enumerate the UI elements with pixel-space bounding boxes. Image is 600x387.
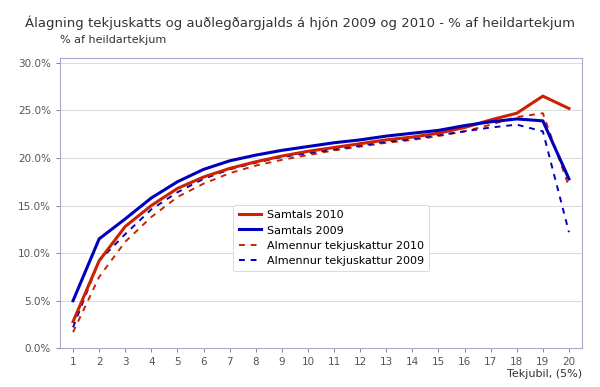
Almennur tekjuskattur 2010 xyxy=(226,171,233,176)
Almennur tekjuskattur 2010 xyxy=(539,111,547,116)
Almennur tekjuskattur 2009 xyxy=(70,325,77,330)
Almennur tekjuskattur 2009 xyxy=(487,125,494,130)
Legend: Samtals 2010, Samtals 2009, Almennur tekjuskattur 2010, Almennur tekjuskattur 20: Samtals 2010, Samtals 2009, Almennur tek… xyxy=(233,205,430,271)
Samtals 2009 xyxy=(70,298,77,303)
Text: % af heildartekjum: % af heildartekjum xyxy=(60,34,166,45)
Almennur tekjuskattur 2010 xyxy=(513,115,520,119)
Almennur tekjuskattur 2009 xyxy=(226,167,233,172)
Almennur tekjuskattur 2009 xyxy=(513,122,520,127)
Samtals 2010 xyxy=(356,141,364,146)
Almennur tekjuskattur 2009 xyxy=(174,190,181,195)
Almennur tekjuskattur 2010 xyxy=(461,129,468,134)
Almennur tekjuskattur 2010 xyxy=(331,148,338,153)
Samtals 2010 xyxy=(409,135,416,139)
Text: Álagning tekjuskatts og auðlegðargjalds á hjón 2009 og 2010 - % af heildartekjum: Álagning tekjuskatts og auðlegðargjalds … xyxy=(25,15,575,30)
Samtals 2009 xyxy=(409,131,416,135)
Samtals 2009 xyxy=(304,144,311,149)
Samtals 2010 xyxy=(513,111,520,116)
Almennur tekjuskattur 2010 xyxy=(487,122,494,127)
Samtals 2010 xyxy=(278,154,286,158)
Almennur tekjuskattur 2010 xyxy=(356,144,364,149)
Almennur tekjuskattur 2010 xyxy=(200,182,207,186)
Almennur tekjuskattur 2010 xyxy=(565,184,572,189)
Samtals 2010 xyxy=(200,175,207,179)
Line: Samtals 2010: Samtals 2010 xyxy=(73,96,569,322)
Samtals 2009 xyxy=(226,159,233,163)
Samtals 2010 xyxy=(122,224,129,229)
Samtals 2010 xyxy=(70,319,77,324)
Almennur tekjuskattur 2009 xyxy=(122,232,129,236)
Almennur tekjuskattur 2010 xyxy=(252,163,259,168)
Samtals 2010 xyxy=(487,118,494,122)
Almennur tekjuskattur 2010 xyxy=(174,195,181,199)
Samtals 2009 xyxy=(383,134,390,139)
Samtals 2009 xyxy=(565,176,572,181)
Almennur tekjuskattur 2010 xyxy=(304,153,311,158)
Samtals 2009 xyxy=(435,128,442,133)
Samtals 2010 xyxy=(539,94,547,98)
Samtals 2009 xyxy=(356,137,364,142)
Almennur tekjuskattur 2009 xyxy=(461,129,468,134)
Almennur tekjuskattur 2009 xyxy=(435,133,442,137)
Almennur tekjuskattur 2009 xyxy=(252,160,259,165)
Line: Almennur tekjuskattur 2009: Almennur tekjuskattur 2009 xyxy=(73,125,569,327)
Almennur tekjuskattur 2009 xyxy=(409,137,416,141)
Samtals 2009 xyxy=(461,123,468,128)
Text: Tekjubil, (5%): Tekjubil, (5%) xyxy=(507,369,582,379)
Almennur tekjuskattur 2010 xyxy=(278,158,286,162)
Almennur tekjuskattur 2009 xyxy=(331,147,338,152)
Samtals 2010 xyxy=(435,131,442,135)
Almennur tekjuskattur 2010 xyxy=(409,137,416,142)
Almennur tekjuskattur 2010 xyxy=(122,240,129,244)
Samtals 2009 xyxy=(513,116,520,121)
Almennur tekjuskattur 2009 xyxy=(539,129,547,134)
Line: Almennur tekjuskattur 2010: Almennur tekjuskattur 2010 xyxy=(73,113,569,332)
Almennur tekjuskattur 2009 xyxy=(200,176,207,181)
Almennur tekjuskattur 2009 xyxy=(148,207,155,212)
Samtals 2009 xyxy=(174,180,181,184)
Line: Samtals 2009: Samtals 2009 xyxy=(73,119,569,301)
Samtals 2010 xyxy=(304,149,311,154)
Samtals 2009 xyxy=(278,148,286,153)
Almennur tekjuskattur 2010 xyxy=(435,134,442,139)
Samtals 2010 xyxy=(252,159,259,164)
Almennur tekjuskattur 2010 xyxy=(148,215,155,219)
Samtals 2009 xyxy=(200,167,207,172)
Almennur tekjuskattur 2010 xyxy=(95,275,103,279)
Almennur tekjuskattur 2009 xyxy=(304,151,311,156)
Samtals 2009 xyxy=(331,140,338,145)
Samtals 2009 xyxy=(539,118,547,123)
Almennur tekjuskattur 2009 xyxy=(565,230,572,235)
Samtals 2010 xyxy=(331,145,338,150)
Samtals 2010 xyxy=(174,186,181,191)
Samtals 2010 xyxy=(95,259,103,263)
Samtals 2010 xyxy=(383,137,390,142)
Samtals 2009 xyxy=(252,153,259,158)
Almennur tekjuskattur 2010 xyxy=(70,330,77,334)
Samtals 2009 xyxy=(487,120,494,124)
Almennur tekjuskattur 2010 xyxy=(383,140,390,145)
Samtals 2010 xyxy=(226,166,233,171)
Almennur tekjuskattur 2009 xyxy=(383,139,390,144)
Samtals 2010 xyxy=(565,106,572,111)
Almennur tekjuskattur 2009 xyxy=(278,155,286,159)
Samtals 2009 xyxy=(95,236,103,241)
Almennur tekjuskattur 2009 xyxy=(356,143,364,148)
Samtals 2010 xyxy=(148,203,155,208)
Samtals 2009 xyxy=(148,195,155,200)
Samtals 2009 xyxy=(122,217,129,221)
Almennur tekjuskattur 2009 xyxy=(95,259,103,263)
Samtals 2010 xyxy=(461,125,468,130)
